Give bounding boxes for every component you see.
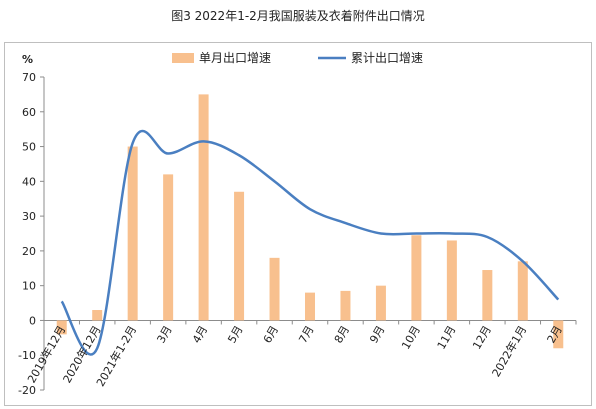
legend-bar-swatch: [172, 53, 194, 63]
x-tick-label: 5月: [225, 323, 245, 345]
bar: [340, 290, 351, 321]
bar: [56, 320, 67, 335]
bar: [517, 261, 528, 321]
bar: [482, 270, 493, 321]
x-tick-label: 9月: [367, 323, 387, 345]
x-tick-label: 7月: [296, 323, 316, 345]
bar: [411, 235, 422, 321]
bar: [446, 240, 457, 321]
y-tick-label: 70: [22, 71, 36, 84]
line-series: [60, 129, 560, 356]
bar-series: [56, 94, 564, 349]
y-tick-label: 20: [22, 245, 36, 258]
x-tick-label: 3月: [154, 323, 174, 345]
x-tick-label: 6月: [261, 323, 281, 345]
y-tick-label: 10: [22, 280, 36, 293]
x-tick-label: 4月: [190, 323, 210, 345]
y-tick-label: -10: [18, 349, 36, 362]
y-tick-label: 40: [22, 175, 36, 188]
bar: [375, 285, 386, 321]
bar: [305, 292, 315, 321]
y-tick-label: 60: [22, 106, 36, 119]
y-tick-label: 30: [22, 210, 36, 223]
line-path: [60, 129, 560, 356]
bar: [553, 320, 564, 349]
bar: [198, 94, 209, 321]
y-tick-label: -20: [18, 384, 36, 397]
x-tick-label: 10月: [399, 323, 423, 351]
x-tick-label: 8月: [332, 323, 352, 345]
y-tick-label: 0: [29, 314, 36, 327]
x-tick-label: 12月: [470, 323, 494, 351]
y-axis: -20 -10 0 10 20 30 40 50 60 70%: [18, 53, 576, 397]
legend: 单月出口增速 累计出口增速: [172, 51, 423, 65]
bar: [127, 146, 138, 321]
legend-line-label: 累计出口增速: [351, 51, 423, 65]
x-tick-label: 2022年1月: [489, 323, 530, 379]
bar: [269, 257, 280, 321]
y-axis-unit: %: [22, 53, 33, 66]
bar: [92, 310, 103, 321]
y-tick-label: 50: [22, 141, 36, 154]
bar: [234, 191, 245, 321]
x-tick-label: 11月: [435, 323, 459, 351]
legend-bar-label: 单月出口增速: [199, 51, 271, 65]
figure-title: 图3 2022年1-2月我国服装及衣着附件出口情况: [171, 9, 425, 23]
chart-frame: [4, 42, 592, 406]
bar: [163, 174, 174, 321]
